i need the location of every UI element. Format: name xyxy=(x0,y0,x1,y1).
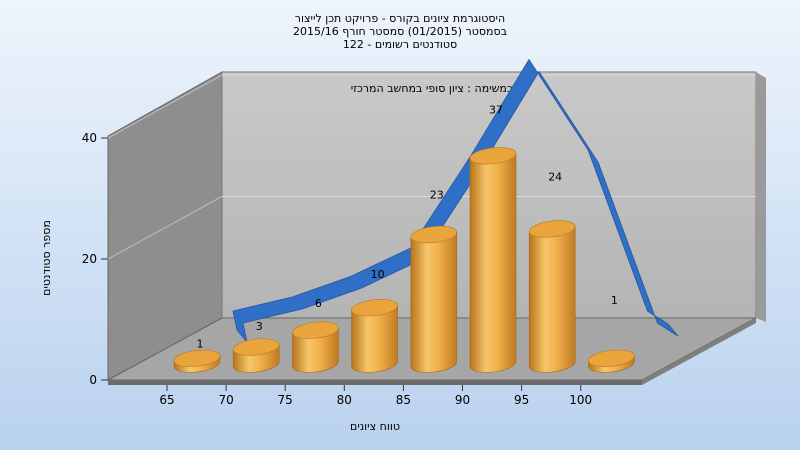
floor-right-edge xyxy=(642,318,756,385)
bar-top-6 xyxy=(528,220,576,238)
data-label-4: 23 xyxy=(430,189,444,202)
bar-6: 24 xyxy=(528,171,576,373)
x-axis-label: טווח ציונים xyxy=(350,420,400,433)
bar-top-4 xyxy=(410,225,458,244)
x-tick-label-0: 65 xyxy=(159,393,174,407)
bar-top-5 xyxy=(469,147,517,165)
bar-4: 23 xyxy=(410,189,458,373)
x-tick-label-6: 95 xyxy=(514,393,529,407)
x-tick-label-3: 80 xyxy=(337,393,352,407)
y-axis-label: מספר סטודנטים xyxy=(40,220,53,296)
bar-body-5 xyxy=(469,153,517,373)
x-tick-label-4: 85 xyxy=(396,393,411,407)
bars-group: 1 3 6 10 23 37 24 1 xyxy=(173,104,635,373)
data-label-1: 3 xyxy=(256,320,263,333)
bar-1: 3 xyxy=(232,320,280,373)
bar-7: 1 xyxy=(588,294,635,373)
bar-body-3 xyxy=(351,304,398,373)
floor-front-edge xyxy=(108,380,642,385)
chart-title-line-2: בסמסטר (01/2015) סמסטר חורף 2015/16 xyxy=(293,25,507,38)
data-label-3: 10 xyxy=(371,268,385,281)
bar-2: 6 xyxy=(292,297,339,373)
bar-top-0 xyxy=(173,349,221,368)
x-tick-label-2: 75 xyxy=(278,393,293,407)
grid-line-left-2 xyxy=(107,74,223,139)
bar-body-4 xyxy=(410,231,458,373)
bar-top-3 xyxy=(351,299,398,317)
bar-body-2 xyxy=(292,327,339,373)
bar-5: 37 xyxy=(469,104,517,373)
x-tick-label-5: 90 xyxy=(455,393,470,407)
bar-body-6 xyxy=(528,226,576,373)
data-label-2: 6 xyxy=(315,297,322,310)
y-axis-ticks: 0 20 40 xyxy=(82,131,108,387)
bar-top-2 xyxy=(292,321,339,339)
data-label-0: 1 xyxy=(197,337,204,350)
data-label-6: 24 xyxy=(548,171,562,184)
bar-3: 10 xyxy=(351,268,398,373)
y-tick-label-2: 40 xyxy=(82,131,97,145)
data-label-7: 1 xyxy=(611,294,618,307)
y-tick-label-1: 20 xyxy=(82,252,97,266)
bar-top-7 xyxy=(588,349,635,368)
chart-subtitle: במשימה : ציון סופי במחשב המרכזי xyxy=(351,82,514,95)
grid-line-left-1 xyxy=(107,196,223,260)
bar-0: 1 xyxy=(173,337,221,373)
chart-title-line-3: סטודנטים רשומים - 122 xyxy=(343,38,457,51)
x-axis-ticks: 65 70 75 80 85 90 95 100 xyxy=(159,385,592,407)
x-tick-label-7: 100 xyxy=(569,393,592,407)
distribution-curve xyxy=(232,59,679,343)
bar-top-1 xyxy=(232,338,280,356)
right-bevel xyxy=(756,72,766,322)
chart-title-line-1: היסטוגרמת ציונים בקורס - פרויקט תכן לייצ… xyxy=(295,12,505,25)
y-tick-label-0: 0 xyxy=(89,373,97,387)
data-label-5: 37 xyxy=(489,104,503,117)
x-tick-label-1: 70 xyxy=(218,393,233,407)
